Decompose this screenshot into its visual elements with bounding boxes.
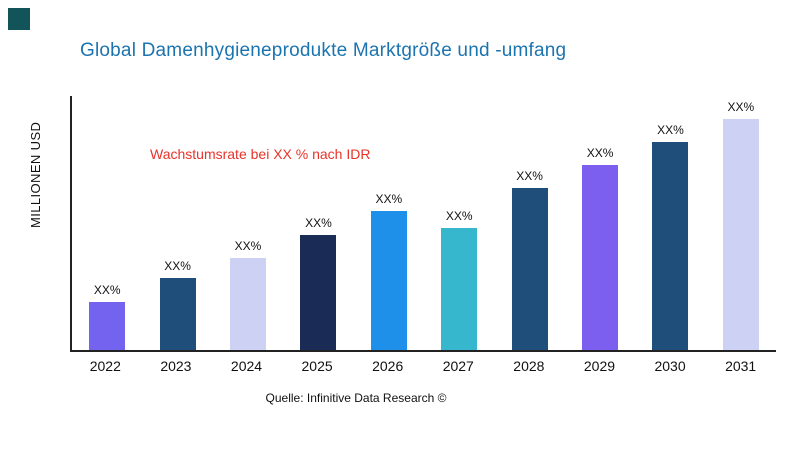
x-tick-label: 2022: [89, 358, 121, 374]
bar-value-label: XX%: [657, 123, 684, 137]
bar-2031: [722, 119, 759, 350]
bar-2029: [582, 165, 619, 350]
bar-2025: [300, 235, 337, 350]
bar-slot: XX%: [635, 96, 705, 350]
bar-2026: [370, 211, 407, 350]
bar-value-label: XX%: [164, 259, 191, 273]
bar-slot: XX%: [72, 96, 142, 350]
bar-2028: [511, 188, 548, 350]
bar-2023: [159, 278, 196, 350]
bar-2027: [441, 228, 478, 350]
chart-title: Global Damenhygieneprodukte Marktgröße u…: [80, 40, 567, 61]
bars-container: XX% XX% XX% XX% XX% XX% XX% XX% XX% XX%: [72, 96, 776, 350]
bar-slot: XX%: [213, 96, 283, 350]
x-tick-label: 2027: [442, 358, 474, 374]
y-axis-label: MILLIONEN USD: [28, 121, 43, 228]
bar-slot: XX%: [142, 96, 212, 350]
bar-slot: XX%: [565, 96, 635, 350]
bar-value-label: XX%: [516, 169, 543, 183]
x-tick-label: 2023: [160, 358, 192, 374]
x-tick-label: 2029: [583, 358, 616, 374]
x-axis-ticks: 2022 2023 2024 2025 2026 2027 2028 2029 2030 2031: [70, 358, 776, 374]
bar-value-label: XX%: [727, 100, 755, 114]
x-tick-label: 2028: [513, 358, 545, 374]
bar-slot: XX%: [494, 96, 564, 350]
bar-2022: [89, 302, 126, 350]
bar-value-label: XX%: [93, 283, 121, 297]
x-tick-label: 2030: [654, 358, 686, 374]
x-tick-label: 2024: [230, 358, 263, 374]
x-tick-label: 2025: [301, 358, 333, 374]
plot-area: XX% XX% XX% XX% XX% XX% XX% XX% XX% XX%: [70, 96, 776, 352]
bar-value-label: XX%: [234, 239, 262, 253]
bar-value-label: XX%: [305, 216, 332, 230]
bar-2024: [230, 258, 267, 350]
source-caption: Quelle: Infinitive Data Research ©: [265, 391, 447, 405]
bar-slot: XX%: [283, 96, 353, 350]
bar-value-label: XX%: [375, 192, 403, 206]
bar-value-label: XX%: [586, 146, 614, 160]
growth-rate-annotation: Wachstumsrate bei XX % nach IDR: [150, 146, 371, 162]
bar-slot: XX%: [354, 96, 424, 350]
bar-value-label: XX%: [445, 209, 473, 223]
bar-slot: XX%: [706, 96, 776, 350]
bar-2030: [652, 142, 689, 350]
x-tick-label: 2031: [725, 358, 757, 374]
brand-corner-square: [8, 8, 30, 30]
x-tick-label: 2026: [372, 358, 404, 374]
bar-slot: XX%: [424, 96, 494, 350]
